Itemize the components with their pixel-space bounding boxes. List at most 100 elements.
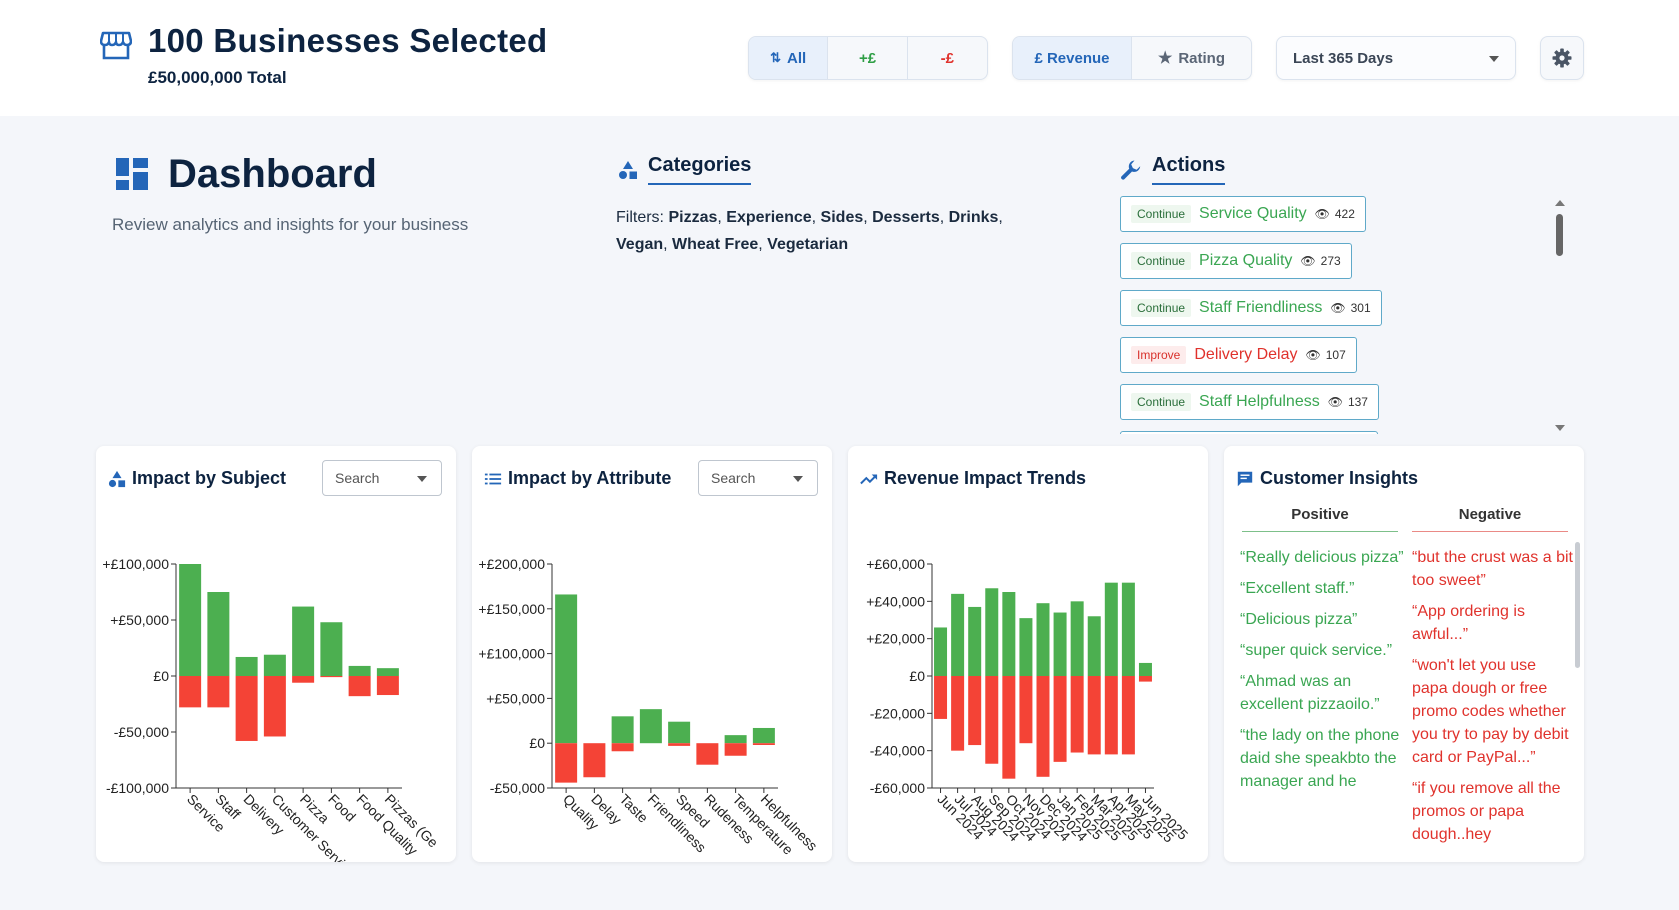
quote: “Delicious pizza” bbox=[1240, 611, 1358, 628]
attribute-search-select[interactable]: Search bbox=[698, 460, 818, 496]
action-item[interactable]: Continue Pizza Quality 👁 273 bbox=[1120, 243, 1352, 279]
revenue-tab[interactable]: £ Revenue bbox=[1013, 37, 1132, 79]
subject-search-select[interactable]: Search bbox=[322, 460, 442, 496]
negative-bar bbox=[611, 743, 634, 752]
actions-scrollbar[interactable] bbox=[1556, 214, 1563, 256]
quote: “Ahmad was an excellent pizzaoilo.” bbox=[1240, 673, 1380, 713]
y-tick-label: +£50,000 bbox=[110, 612, 169, 628]
y-tick-label: +£60,000 bbox=[866, 556, 925, 572]
categories-header: Categories bbox=[618, 154, 752, 185]
positive-bar bbox=[1138, 662, 1152, 676]
positive-bar bbox=[376, 668, 399, 676]
positive-bar bbox=[752, 727, 775, 744]
positive-bar bbox=[951, 593, 965, 676]
status-badge: Continue bbox=[1131, 205, 1192, 223]
quote: “Really delicious pizza” bbox=[1240, 549, 1404, 566]
scroll-up-arrow[interactable] bbox=[1555, 200, 1565, 206]
positive-bar bbox=[1070, 601, 1084, 676]
positive-bar bbox=[724, 735, 747, 744]
filter-pizzas[interactable]: Pizzas bbox=[668, 209, 718, 226]
period-select[interactable]: Last 365 Days bbox=[1276, 36, 1516, 80]
insights-scrollbar[interactable] bbox=[1575, 542, 1580, 668]
negative-bar bbox=[1036, 676, 1050, 777]
dashboard-title: Dashboard bbox=[168, 152, 377, 196]
positive-bar bbox=[348, 665, 371, 676]
category-filters: Filters: Pizzas, Experience, Sides, Dess… bbox=[616, 209, 1003, 253]
filter-experience[interactable]: Experience bbox=[726, 209, 812, 226]
negative-bar bbox=[1002, 676, 1016, 779]
positive-bar bbox=[263, 654, 286, 676]
filter-negative-button[interactable]: -£ bbox=[940, 49, 955, 67]
y-tick-label: -£100,000 bbox=[106, 780, 169, 796]
positive-bar bbox=[611, 716, 634, 744]
impact-by-attribute-card: Impact by Attribute Search +£200,000 +£15… bbox=[472, 446, 832, 862]
y-tick-label: £0 bbox=[909, 668, 925, 684]
trending-up-icon bbox=[860, 474, 878, 485]
action-item[interactable]: Improve Delivery Delay 👁 107 bbox=[1120, 337, 1357, 373]
card-title: Revenue Impact Trends bbox=[884, 468, 1087, 488]
page-title: 100 Businesses Selected bbox=[148, 22, 548, 59]
y-tick-label: +£200,000 bbox=[478, 556, 545, 572]
negative-bar bbox=[348, 676, 371, 697]
negative-bar bbox=[985, 676, 999, 764]
impact-by-subject-card: Impact by Subject Search +£100,000 +£50,0… bbox=[96, 446, 456, 862]
negative-column-header: Negative bbox=[1412, 506, 1568, 532]
store-icon bbox=[100, 31, 132, 60]
y-tick-label: -£60,000 bbox=[870, 780, 925, 796]
x-tick-label: Taste bbox=[617, 791, 652, 826]
positive-bar bbox=[1036, 603, 1050, 676]
positive-quotes: “Really delicious pizza” “Excellent staf… bbox=[1240, 546, 1404, 801]
sort-arrows-icon: ⇅ bbox=[770, 50, 782, 65]
eye-icon: 👁 bbox=[1300, 254, 1316, 268]
filter-vegetarian[interactable]: Vegetarian bbox=[767, 236, 849, 253]
y-tick-label: -£20,000 bbox=[870, 705, 925, 721]
quote: “super quick service.” bbox=[1240, 642, 1393, 659]
positive-bar bbox=[668, 721, 691, 744]
filter-drinks[interactable]: Drinks bbox=[948, 209, 999, 226]
dashboard-subtitle: Review analytics and insights for your b… bbox=[112, 215, 469, 234]
customer-insights-card: Customer Insights Positive Negative “Rea… bbox=[1224, 446, 1584, 862]
status-badge: Improve bbox=[1131, 346, 1187, 364]
view-count: 137 bbox=[1347, 395, 1368, 409]
eye-icon: 👁 bbox=[1327, 395, 1343, 409]
actions-title: Actions bbox=[1152, 154, 1226, 185]
filter-all-button[interactable]: ⇅ All bbox=[749, 37, 829, 79]
negative-bar bbox=[1053, 676, 1067, 762]
settings-button[interactable] bbox=[1540, 36, 1584, 80]
negative-bar bbox=[934, 676, 948, 719]
positive-bar bbox=[1053, 612, 1067, 676]
action-name: Delivery Delay bbox=[1194, 346, 1298, 363]
positive-bar bbox=[639, 709, 662, 744]
filter-positive-button[interactable]: +£ bbox=[828, 37, 908, 79]
scroll-down-arrow[interactable] bbox=[1555, 425, 1565, 431]
quote: “App ordering is awful...” bbox=[1412, 603, 1525, 643]
x-tick-label: Food bbox=[325, 791, 359, 825]
filter-sides[interactable]: Sides bbox=[820, 209, 864, 226]
y-tick-label: +£20,000 bbox=[866, 631, 925, 647]
action-item[interactable]: Continue Service Quality 👁 422 bbox=[1120, 196, 1366, 232]
top-header: 100 Businesses Selected £50,000,000 Tota… bbox=[0, 0, 1679, 116]
wrench-icon bbox=[1121, 160, 1141, 180]
rating-tab[interactable]: ★ Rating bbox=[1157, 49, 1225, 68]
negative-bar bbox=[1019, 676, 1033, 744]
card-title: Impact by Attribute bbox=[508, 468, 672, 488]
y-tick-label: -£50,000 bbox=[114, 724, 169, 740]
filter-wheat-free[interactable]: Wheat Free bbox=[672, 236, 759, 253]
filter-vegan[interactable]: Vegan bbox=[616, 236, 664, 253]
negative-bar bbox=[724, 743, 747, 756]
positive-bar bbox=[1104, 582, 1118, 676]
y-tick-label: +£100,000 bbox=[102, 556, 169, 572]
status-badge: Continue bbox=[1131, 393, 1192, 411]
negative-bar bbox=[1087, 676, 1101, 755]
action-item[interactable] bbox=[1120, 431, 1378, 434]
y-tick-label: +£150,000 bbox=[478, 601, 545, 617]
actions-header: Actions bbox=[1120, 154, 1226, 185]
chevron-down-icon bbox=[417, 476, 427, 482]
quote: “if you remove all the promos or papa do… bbox=[1412, 780, 1561, 843]
filter-desserts[interactable]: Desserts bbox=[872, 209, 940, 226]
subject-impact-chart: +£100,000+£50,000£0-£50,000-£100,000Serv… bbox=[102, 556, 441, 862]
action-item[interactable]: Continue Staff Helpfulness 👁 137 bbox=[1120, 384, 1379, 420]
negative-bar bbox=[292, 676, 315, 683]
action-item[interactable]: Continue Staff Friendliness 👁 301 bbox=[1120, 290, 1382, 326]
eye-icon: 👁 bbox=[1305, 348, 1321, 362]
